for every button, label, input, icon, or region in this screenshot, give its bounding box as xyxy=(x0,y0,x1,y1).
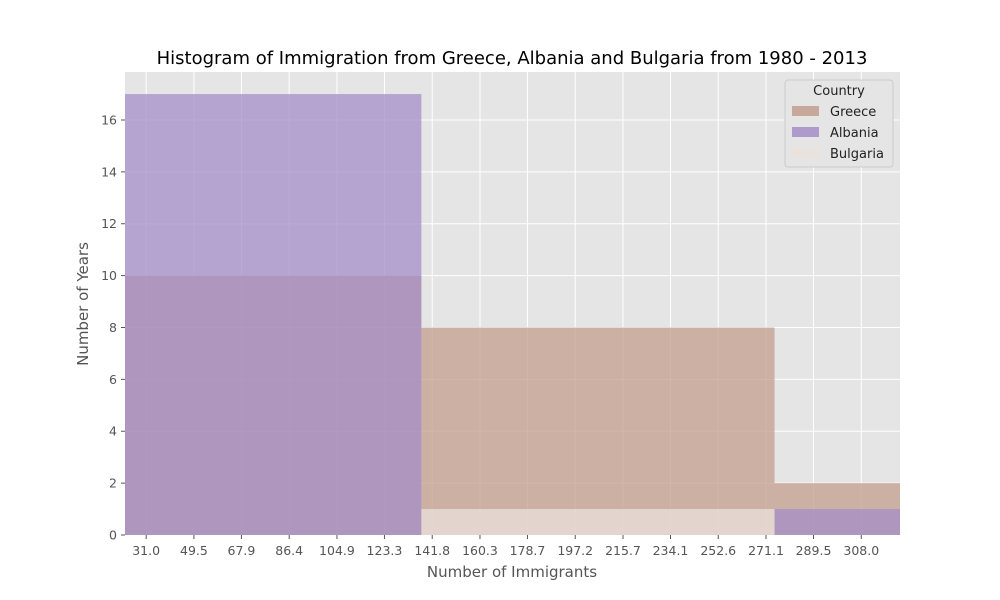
y-tick-label: 10 xyxy=(101,268,117,283)
x-tick-label: 67.9 xyxy=(228,543,256,558)
x-tick-label: 104.9 xyxy=(319,543,355,558)
bar-albania xyxy=(125,94,422,536)
legend-label-greece: Greece xyxy=(830,105,876,120)
legend-label-bulgaria: Bulgaria xyxy=(830,147,884,162)
x-tick-label: 123.3 xyxy=(367,543,403,558)
y-tick-label: 4 xyxy=(109,424,117,439)
x-tick-label: 31.0 xyxy=(132,543,160,558)
x-tick-label: 178.7 xyxy=(510,543,546,558)
bar-greece xyxy=(421,327,775,535)
x-tick-label: 49.5 xyxy=(180,543,208,558)
y-tick-label: 2 xyxy=(109,476,117,491)
x-tick-label: 289.5 xyxy=(796,543,832,558)
y-tick-label: 8 xyxy=(109,320,117,335)
chart-title: Histogram of Immigration from Greece, Al… xyxy=(157,48,868,69)
legend-swatch-albania xyxy=(792,127,819,137)
y-axis-label: Number of Years xyxy=(74,242,92,366)
y-tick-label: 0 xyxy=(109,528,117,543)
bar-bulgaria xyxy=(421,509,775,535)
histogram-bars xyxy=(125,94,900,536)
bar-albania xyxy=(774,509,900,535)
y-tick-label: 16 xyxy=(101,112,117,127)
x-tick-label: 215.7 xyxy=(605,543,641,558)
x-tick-label: 308.0 xyxy=(843,543,879,558)
legend: Country Greece Albania Bulgaria xyxy=(784,79,894,168)
x-tick-label: 86.4 xyxy=(275,543,303,558)
legend-label-albania: Albania xyxy=(830,126,879,141)
x-tick-label: 197.2 xyxy=(557,543,593,558)
x-tick-label: 160.3 xyxy=(462,543,498,558)
legend-swatch-bulgaria xyxy=(792,148,819,158)
y-tick-label: 14 xyxy=(101,164,117,179)
axes: 31.0 49.5 67.9 86.4 104.9 123.3 141.8 160.3 178.… xyxy=(101,112,879,558)
legend-box xyxy=(784,79,894,168)
legend-title: Country xyxy=(813,84,865,99)
legend-swatch-greece xyxy=(792,106,819,116)
x-tick-label: 252.6 xyxy=(700,543,736,558)
x-tick-label: 271.1 xyxy=(748,543,784,558)
x-tick-label: 141.8 xyxy=(414,543,450,558)
y-tick-label: 6 xyxy=(109,372,117,387)
x-tick-label: 234.1 xyxy=(653,543,689,558)
x-axis-label: Number of Immigrants xyxy=(427,563,597,581)
y-tick-label: 12 xyxy=(101,216,117,231)
